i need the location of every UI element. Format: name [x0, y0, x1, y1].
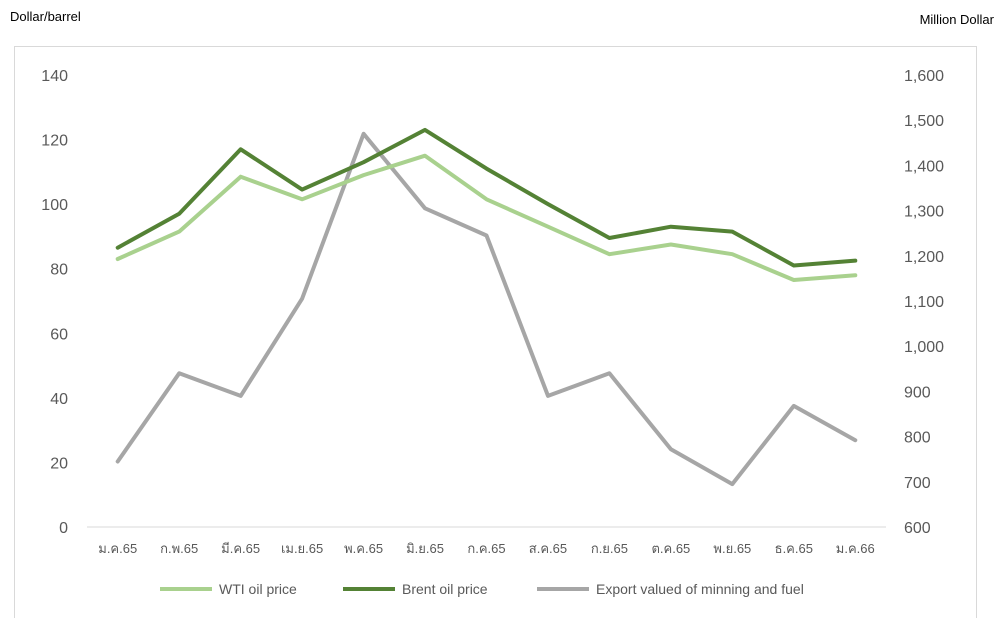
- y-left-tick-label: 120: [41, 133, 68, 150]
- x-tick-label: ก.พ.65: [160, 541, 198, 556]
- y-left-tick-label: 20: [50, 455, 68, 472]
- series-line-export-valued-of-minning-and-fuel: [115, 131, 858, 487]
- x-tick-label: ต.ค.65: [651, 541, 690, 556]
- y-right-tick-label: 1,200: [904, 249, 944, 266]
- x-tick-label: ก.ย.65: [591, 541, 628, 556]
- right-axis-unit-label: Million Dollar: [919, 12, 994, 27]
- x-tick-label: ม.ค.65: [98, 541, 137, 556]
- y-left-tick-label: 100: [41, 197, 68, 214]
- left-axis-unit-label: Dollar/barrel: [10, 9, 81, 24]
- y-right-tick-label: 800: [904, 430, 931, 447]
- series-line-wti-oil-price: [115, 153, 858, 282]
- y-left-tick-label: 0: [59, 520, 68, 537]
- x-tick-label: เม.ย.65: [281, 541, 323, 556]
- x-tick-label: ม.ค.66: [836, 541, 875, 556]
- x-tick-label: ธ.ค.65: [775, 541, 813, 556]
- y-right-tick-label: 1,100: [904, 294, 944, 311]
- y-right-tick-label: 700: [904, 475, 931, 492]
- y-right-tick-label: 1,600: [904, 68, 944, 85]
- y-right-tick-label: 1,400: [904, 158, 944, 175]
- series-line-brent-oil-price: [115, 127, 858, 268]
- y-right-tick-label: 1,500: [904, 113, 944, 130]
- y-left-tick-label: 40: [50, 391, 68, 408]
- y-right-tick-label: 600: [904, 520, 931, 537]
- x-tick-label: พ.ค.65: [344, 541, 383, 556]
- y-right-tick-label: 1,300: [904, 204, 944, 221]
- y-left-tick-label: 80: [50, 262, 68, 279]
- x-tick-label: มี.ค.65: [221, 541, 260, 556]
- y-left-tick-label: 60: [50, 326, 68, 343]
- y-left-tick-label: 140: [41, 68, 68, 85]
- x-tick-label: พ.ย.65: [713, 541, 751, 556]
- chart-frame: [14, 46, 977, 618]
- legend-label: WTI oil price: [219, 581, 297, 597]
- y-right-tick-label: 1,000: [904, 339, 944, 356]
- y-right-tick-label: 900: [904, 384, 931, 401]
- x-tick-label: ส.ค.65: [529, 541, 567, 556]
- legend-label: Export valued of minning and fuel: [596, 581, 804, 597]
- x-tick-label: ก.ค.65: [467, 541, 505, 556]
- x-tick-label: มิ.ย.65: [406, 541, 444, 556]
- legend-label: Brent oil price: [402, 581, 488, 597]
